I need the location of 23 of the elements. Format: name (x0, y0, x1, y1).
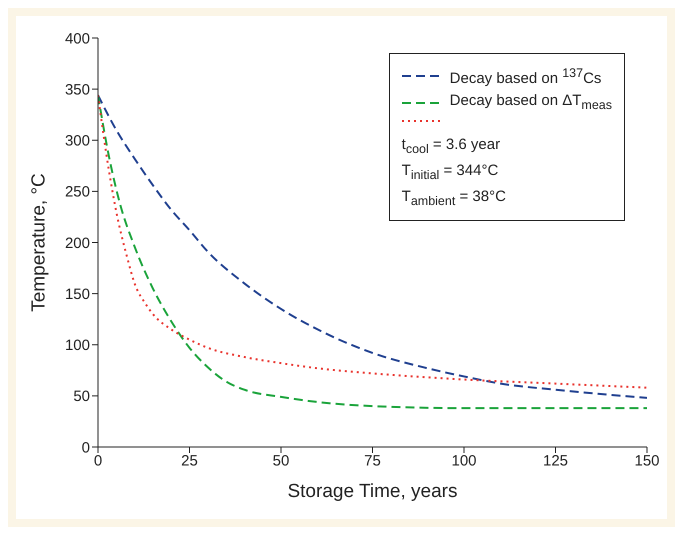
annotation: t$_{cool}$ = 3.6 year (402, 135, 502, 158)
legend-label: Decay based on $^{137}$Cs (450, 65, 602, 89)
x-tick-label: 25 (181, 452, 198, 470)
x-tick-label: 75 (364, 452, 381, 470)
y-tick-label: 200 (64, 234, 90, 252)
y-tick-label: 250 (64, 184, 90, 201)
y-tick-label: 350 (64, 81, 90, 98)
y-axis-title: Temperature, °C (28, 173, 50, 312)
x-tick-label: 50 (272, 452, 290, 470)
y-tick-label: 300 (64, 132, 90, 150)
x-tick-label: 0 (94, 452, 102, 470)
y-tick-label: 150 (64, 286, 90, 303)
y-tick-label: 400 (64, 30, 90, 48)
annotation: T$_{initial}$ = 344°C (402, 161, 500, 184)
y-tick-label: 0 (82, 439, 90, 456)
annotation: T$_{ambient}$ = 38°C (402, 187, 507, 210)
y-tick-label: 100 (64, 337, 90, 354)
x-axis-title: Storage Time, years (287, 481, 458, 502)
x-tick-label: 100 (451, 452, 477, 470)
y-tick-label: 50 (73, 388, 90, 406)
legend-label: Decay based on ΔT$_{meas}$ (450, 91, 612, 114)
x-tick-label: 125 (542, 452, 568, 470)
x-tick-label: 150 (634, 452, 660, 470)
